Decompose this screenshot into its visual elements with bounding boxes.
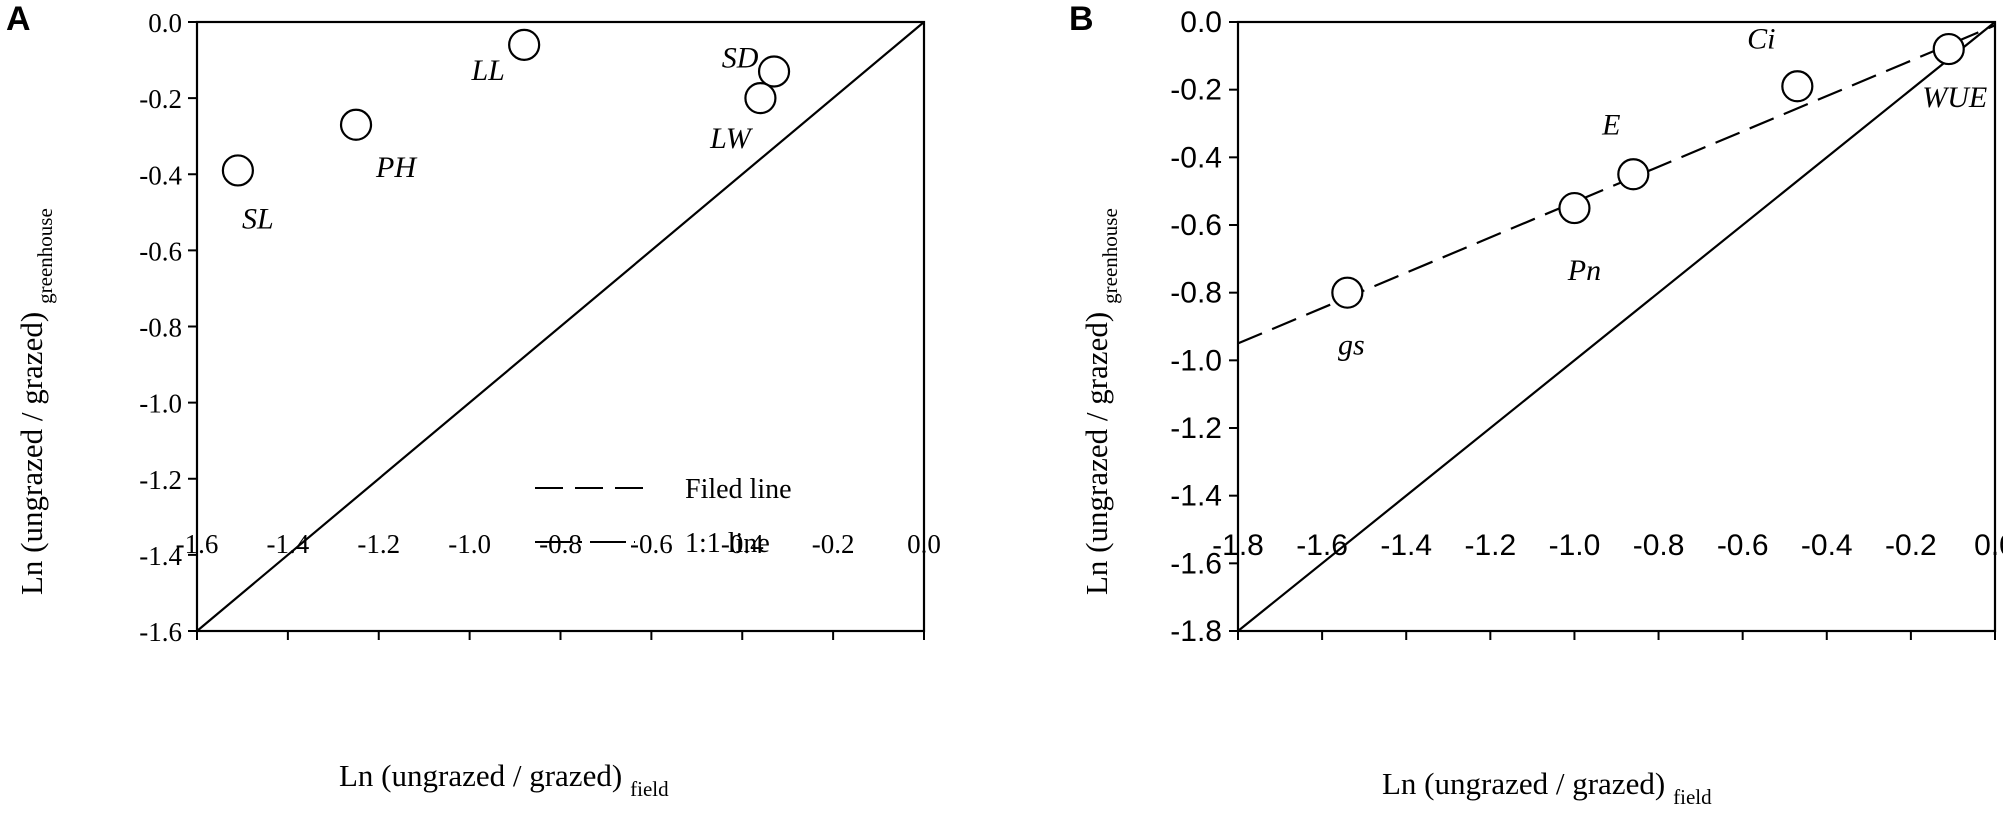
panel-b-point-label-wue: WUE [1922, 81, 1987, 114]
panel-b-y-tick-label: 0.0 [1180, 6, 1222, 39]
panel-a-y-ticks: 0.0 -0.2 -0.4 -0.6 -0.8 -1.0 -1.2 -1.4 -1.6 [139, 8, 197, 647]
panel-a-x-tick-label: -1.2 [357, 529, 400, 559]
legend-one-to-one-label: 1:1 line [685, 528, 770, 559]
panel-a-y-axis-title-sub: greenhouse [33, 208, 57, 304]
panel-a-x-tick-label: 0.0 [907, 529, 941, 559]
panel-b-x-axis-title: Ln (ungrazed / grazed) field [1382, 766, 1712, 809]
panel-a-x-axis-title-sub: field [630, 777, 669, 801]
panel-b-y-tick-label: -0.2 [1170, 74, 1222, 107]
panel-b-point-label-ci: Ci [1747, 22, 1775, 55]
panel-a-point-sd [757, 55, 791, 88]
panel-b-x-tick-label: -0.2 [1885, 529, 1937, 562]
panel-b-y-axis-title-sub: greenhouse [1098, 208, 1122, 304]
panel-a-x-tick-label: -1.0 [448, 529, 491, 559]
panel-b-x-ticks: -1.8 -1.6 -1.4 -1.2 -1.0 -0.8 -0.6 -0.4 -0.2 0.0 [1212, 529, 2003, 640]
panel-a-x-ticks: -1.6 -1.4 -1.2 -1.0 -0.8 -0.6 -0.4 -0.2 0.0 [176, 529, 941, 640]
panel-a-legend: Filed line 1:1 line [535, 474, 792, 559]
panel-a-point-lw [744, 82, 777, 115]
panel-a-x-tick-label: -0.6 [630, 529, 673, 559]
panel-b-letter: B [1069, 0, 1094, 38]
panel-a-point-ph [339, 108, 373, 141]
panel-b-x-axis-title-main: Ln (ungrazed / grazed) [1382, 766, 1665, 801]
panel-a-x-tick-label: -0.8 [539, 529, 582, 559]
panel-a-y-tick-label: 0.0 [148, 8, 182, 38]
panel-b-point-label-pn: Pn [1567, 254, 1601, 287]
legend-filed-line-label: Filed line [685, 474, 792, 505]
panel-b-x-tick-label: -0.6 [1717, 529, 1769, 562]
panel-b-y-tick-label: -1.4 [1170, 480, 1222, 513]
panel-b-y-tick-label: -1.2 [1170, 412, 1222, 445]
panel-b-point-wue [1932, 32, 1965, 66]
panel-a-point-label-sd: SD [722, 41, 759, 74]
panel-a-point-label-ph: PH [375, 151, 418, 184]
panel-b-point-label-e: E [1601, 108, 1620, 141]
panel-a-point-label-sl: SL [242, 202, 274, 235]
panel-b-y-tick-label: -0.6 [1170, 209, 1222, 242]
panel-a-point-sl [221, 154, 254, 187]
panel-a-letter: A [6, 0, 31, 38]
panel-a-y-tick-label: -1.0 [139, 389, 182, 419]
panel-b-point-label-gs: gs [1338, 329, 1365, 362]
panel-b-one-to-one-line [1237, 21, 1996, 632]
panel-a-y-tick-label: -1.2 [139, 465, 182, 495]
panel-a-point-ll [508, 28, 541, 61]
panel-b-y-ticks: 0.0 -0.2 -0.4 -0.6 -0.8 -1.0 -1.2 -1.4 -1.6 -1.8 [1170, 6, 1238, 648]
panel-b-lines [1237, 21, 1996, 632]
panel-a-y-tick-label: -0.2 [139, 84, 182, 114]
panel-b-y-tick-label: -1.0 [1170, 344, 1222, 377]
panel-a-one-to-one-line [196, 21, 925, 632]
panel-b-points: gs Pn E Ci WUE [1331, 22, 1987, 362]
panel-a-y-axis-title: Ln (ungrazed / grazed) greenhouse [14, 208, 57, 595]
panel-a-y-tick-label: -0.8 [139, 313, 182, 343]
panel-a-y-tick-label: -0.6 [139, 236, 182, 266]
panel-b-x-tick-label: -1.0 [1549, 529, 1601, 562]
panel-a-x-tick-label: -0.2 [812, 529, 855, 559]
panel-a-y-axis-title-main: Ln (ungrazed / grazed) [14, 312, 49, 595]
panel-b-point-ci [1781, 70, 1814, 103]
panel-b-x-tick-label: -1.6 [1296, 529, 1348, 562]
panel-b-y-tick-label: -0.4 [1170, 141, 1222, 174]
panel-b-y-axis-title-main: Ln (ungrazed / grazed) [1079, 312, 1114, 595]
panel-b-y-axis-title: Ln (ungrazed / grazed) greenhouse [1079, 208, 1122, 595]
panel-b-y-tick-label: -0.8 [1170, 277, 1222, 310]
panel-b-x-tick-label: -1.4 [1380, 529, 1432, 562]
panel-a-y-tick-label: -1.4 [139, 541, 182, 571]
panel-a-point-label-ll: LL [470, 54, 504, 87]
panel-b-plot-frame [1236, 20, 1997, 633]
panel-b-chart: B -1.8 -1.6 -1.4 -1.2 -1.0 -0.8 -0.6 -0.4 -0.2 0.… [1069, 0, 2003, 809]
panel-b-point-gs [1331, 276, 1364, 309]
panel-b-filed-line [1237, 24, 1996, 345]
panel-a-x-axis-title: Ln (ungrazed / grazed) field [339, 758, 669, 801]
panel-b-x-axis-title-sub: field [1673, 785, 1712, 809]
panel-b-point-e [1617, 158, 1650, 191]
panel-b-y-tick-label: -1.8 [1170, 615, 1222, 648]
panel-a-x-axis-title-main: Ln (ungrazed / grazed) [339, 758, 622, 793]
panel-b-x-tick-label: 0.0 [1974, 529, 2003, 562]
panel-a-y-tick-label: -1.6 [139, 617, 182, 647]
panel-b-x-tick-label: -0.8 [1633, 529, 1685, 562]
panel-b-point-pn [1558, 191, 1591, 225]
panel-a-chart: A -1.6 -1.4 -1.2 -1.0 -0.8 -0.6 -0.4 -0.2 0.0 0.… [6, 0, 941, 801]
panel-a-point-label-lw: LW [709, 122, 754, 155]
panel-a-x-tick-label: -0.4 [721, 529, 764, 559]
panel-a-lines [196, 21, 925, 632]
panel-b-x-tick-label: -0.4 [1801, 529, 1853, 562]
panel-a-y-tick-label: -0.4 [139, 160, 182, 190]
panel-b-y-tick-label: -1.6 [1170, 547, 1222, 580]
panel-b-x-tick-label: -1.8 [1212, 529, 1264, 562]
panel-b-x-tick-label: -1.2 [1464, 529, 1516, 562]
panel-a-points: SL PH LL SD LW [221, 28, 791, 235]
